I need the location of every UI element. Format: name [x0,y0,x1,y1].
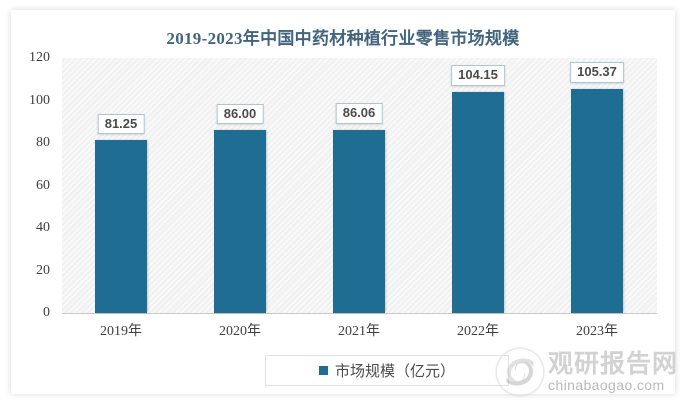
x-axis: 2019年 2020年 2021年 2022年 2023年 [62,320,657,344]
x-axis-tick-2021: 2021年 [338,324,380,339]
x-axis-tick-2019: 2019年 [100,324,142,339]
watermark-text: 观研报告网 chinabaogao.com [548,348,679,394]
watermark: 观研报告网 chinabaogao.com [494,343,684,401]
value-label-2022: 104.15 [451,65,505,86]
y-axis-tick: 40 [36,220,50,235]
plot-area: 81.25 86.00 86.06 104.15 105.37 [62,58,657,314]
y-axis-tick: 80 [36,135,50,150]
bar-2023[interactable] [571,89,623,313]
axis-baseline [62,313,657,314]
value-label-2019: 81.25 [97,113,145,135]
value-label-2020: 86.00 [216,103,264,125]
x-axis-tick-2020: 2020年 [219,324,261,339]
chart-legend: 市场规模（亿元） [265,355,509,386]
y-axis-tick: 60 [36,177,50,193]
bar-2022[interactable] [452,91,504,313]
y-axis-tick: 100 [29,92,50,108]
bar-2020[interactable] [214,130,266,313]
x-axis-tick-2022: 2022年 [457,324,499,339]
bar-2021[interactable] [333,130,385,313]
bar-2019[interactable] [95,140,147,313]
watermark-brand: 观研报告网 [548,348,679,378]
value-label-2021: 86.06 [335,103,383,125]
y-axis-tick: 20 [36,262,50,278]
y-axis-tick: 0 [43,305,50,320]
chart-card: 2019-2023年中国中药材种植行业零售市场规模 120 100 80 60 … [11,10,677,397]
watermark-url: chinabaogao.com [548,376,665,393]
y-axis: 120 100 80 60 40 20 0 [11,50,56,320]
value-label-2023: 105.37 [570,62,624,84]
legend-swatch-icon [318,366,328,375]
chart-title: 2019-2023年中国中药材种植行业零售市场规模 [166,29,520,48]
y-axis-tick: 120 [29,50,50,65]
legend-label: 市场规模（亿元） [334,364,455,380]
x-axis-tick-2023: 2023年 [576,324,618,339]
